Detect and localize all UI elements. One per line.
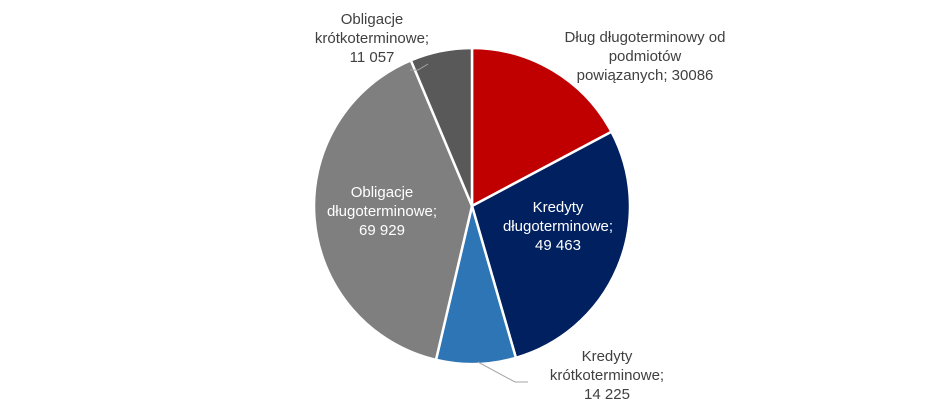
leader-line-obligacje-krotkoterminowe [410, 63, 429, 71]
slice-label-line: krótkoterminowe; [550, 367, 664, 384]
slice-label-line: powiązanych; 30086 [577, 67, 714, 84]
slice-label-line: 49 463 [535, 237, 581, 254]
pie-slice-obligacje-krotkoterminowe [409, 46, 474, 207]
slice-label-line: 69 929 [359, 222, 405, 239]
slice-label-kredyty-dlugoterminowe: Kredyty długoterminowe; 49 463 [503, 199, 613, 254]
pie-slice-dlug-dlugoterminowy-od-podmiotow-powiazanych [470, 46, 614, 209]
slice-label-obligacje-dlugoterminowe: Obligacje długoterminowe; 69 929 [327, 184, 437, 239]
slice-label-obligacje-krotkoterminowe: Obligacje krótkoterminowe; 11 057 [315, 11, 429, 66]
slice-label-line: długoterminowe; [503, 218, 613, 235]
slice-label-kredyty-krotkoterminowe: Kredyty krótkoterminowe; 14 225 [550, 348, 664, 403]
leader-line-kredyty-krotkoterminowe [477, 361, 528, 383]
slice-label-line: 11 057 [350, 49, 395, 66]
pie-slices [312, 46, 632, 366]
slice-label-line: Dług długoterminowy od [565, 29, 726, 46]
pie-slice-kredyty-dlugoterminowe [470, 130, 632, 360]
slice-label-line: długoterminowe; [327, 203, 437, 220]
slice-label-line: Obligacje [341, 11, 404, 28]
slice-labels: Dług długoterminowy od podmiotów powiązany… [315, 11, 726, 403]
slice-label-line: krótkoterminowe; [315, 30, 429, 47]
slice-label-line: 14 225 [584, 386, 630, 403]
leader-lines [410, 63, 528, 383]
pie-slice-obligacje-dlugoterminowe [312, 58, 474, 362]
slice-label-line: Kredyty [582, 348, 633, 365]
slice-label-line: Obligacje [351, 184, 414, 201]
slice-label-line: Kredyty [533, 199, 584, 216]
slice-label-dlug-dlugoterminowy-od-podmiotow-powiazanych: Dług długoterminowy od podmiotów powiązany… [565, 29, 726, 84]
slice-label-line: podmiotów [609, 48, 682, 65]
